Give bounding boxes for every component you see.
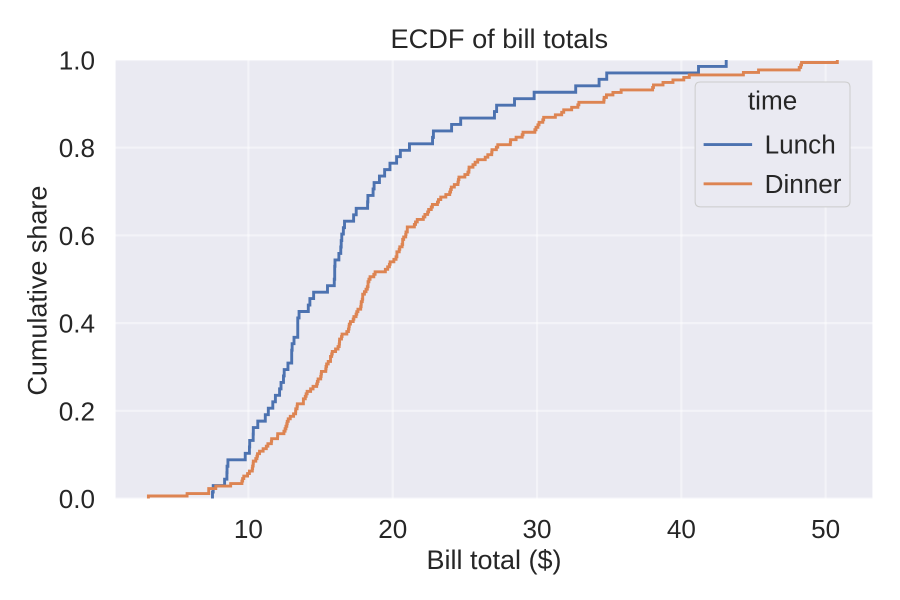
svg-text:ECDF of bill totals: ECDF of bill totals bbox=[391, 23, 609, 54]
svg-text:10: 10 bbox=[234, 514, 263, 544]
svg-text:40: 40 bbox=[667, 514, 696, 544]
svg-text:1.0: 1.0 bbox=[59, 45, 95, 75]
svg-text:Dinner: Dinner bbox=[765, 169, 842, 199]
svg-text:Cumulative share: Cumulative share bbox=[23, 186, 53, 396]
svg-text:Bill total ($): Bill total ($) bbox=[426, 545, 561, 575]
svg-text:50: 50 bbox=[811, 514, 840, 544]
svg-text:0.2: 0.2 bbox=[59, 396, 95, 426]
svg-text:30: 30 bbox=[523, 514, 552, 544]
svg-text:0.8: 0.8 bbox=[59, 133, 95, 163]
svg-text:Lunch: Lunch bbox=[765, 130, 836, 160]
svg-text:0.0: 0.0 bbox=[59, 484, 95, 514]
svg-text:0.6: 0.6 bbox=[59, 221, 95, 251]
svg-text:20: 20 bbox=[378, 514, 407, 544]
svg-text:0.4: 0.4 bbox=[59, 309, 95, 339]
svg-text:time: time bbox=[748, 85, 797, 115]
